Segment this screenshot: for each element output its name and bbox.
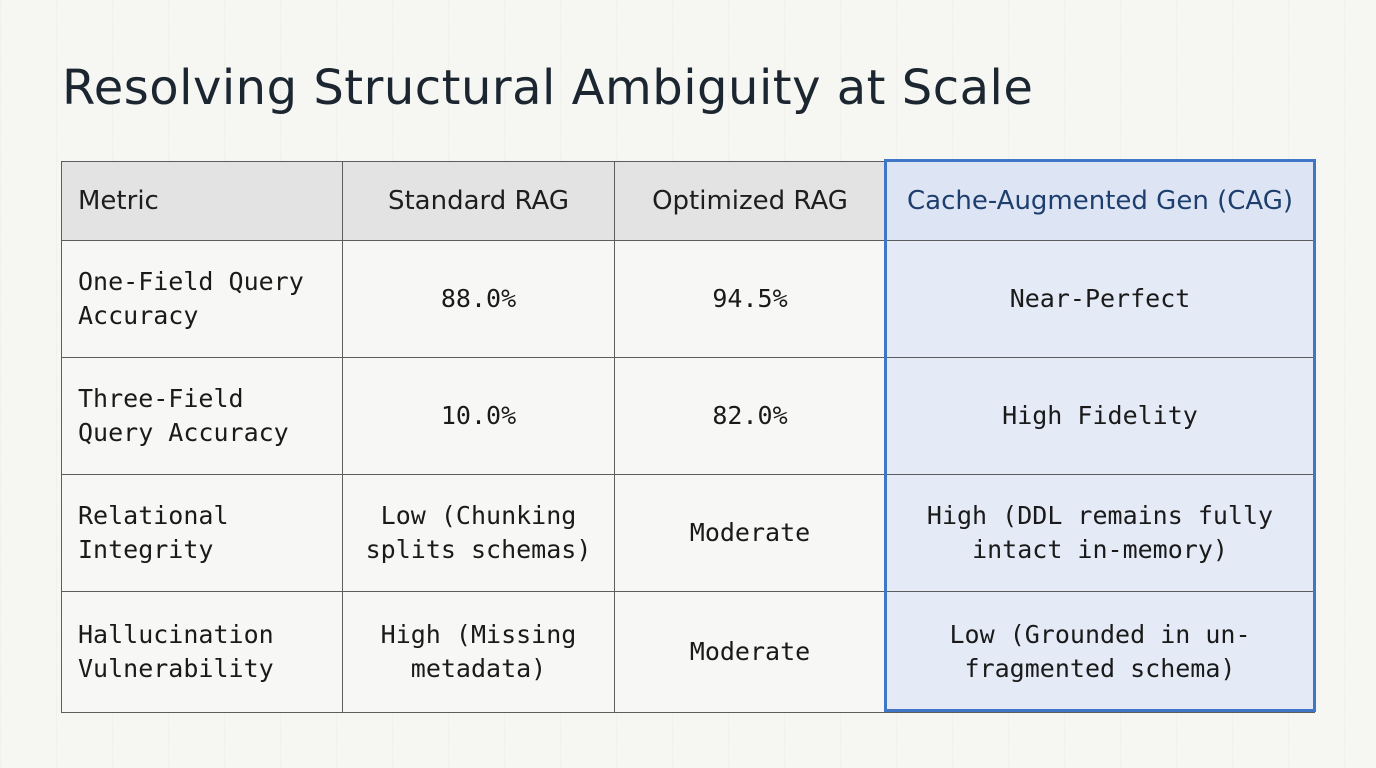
table-row: One-Field Query Accuracy 88.0% 94.5% Nea… [61, 240, 1315, 358]
header-cag: Cache-Augmented Gen (CAG) [885, 161, 1315, 241]
cag-cell: High Fidelity [885, 357, 1315, 475]
metric-label: Relational Integrity [78, 501, 229, 564]
metric-label: One-Field Query Accuracy [78, 267, 304, 330]
header-optimized-rag: Optimized RAG [614, 161, 886, 241]
table-row: Relational Integrity Low (Chunking split… [61, 474, 1315, 592]
header-metric: Metric [61, 161, 343, 241]
standard-rag-cell: 10.0% [342, 357, 615, 475]
table-row: Hallucination Vulnerability High (Missin… [61, 591, 1315, 713]
comparison-table: Metric Standard RAG Optimized RAG Cache-… [61, 161, 1315, 713]
page-title: Resolving Structural Ambiguity at Scale [62, 60, 1034, 116]
cag-cell: Low (Grounded in un-fragmented schema) [885, 591, 1315, 713]
cag-text: Low (Grounded in un-fragmented schema) [949, 620, 1251, 683]
standard-rag-text: High (Missing metadata) [380, 620, 577, 683]
standard-rag-text: Low (Chunking splits schemas) [365, 501, 592, 564]
standard-rag-cell: Low (Chunking splits schemas) [342, 474, 615, 592]
optimized-rag-cell: Moderate [614, 474, 886, 592]
table-row: Three-Field Query Accuracy 10.0% 82.0% H… [61, 357, 1315, 475]
metric-cell: Relational Integrity [61, 474, 343, 592]
optimized-rag-cell: 82.0% [614, 357, 886, 475]
optimized-rag-cell: 94.5% [614, 240, 886, 358]
standard-rag-cell: High (Missing metadata) [342, 591, 615, 713]
metric-cell: Three-Field Query Accuracy [61, 357, 343, 475]
cag-text: High (DDL remains fully intact in-memory… [926, 501, 1274, 564]
standard-rag-cell: 88.0% [342, 240, 615, 358]
metric-label: Three-Field Query Accuracy [78, 384, 289, 447]
metric-cell: Hallucination Vulnerability [61, 591, 343, 713]
optimized-rag-cell: Moderate [614, 591, 886, 713]
cag-cell: Near-Perfect [885, 240, 1315, 358]
metric-cell: One-Field Query Accuracy [61, 240, 343, 358]
cag-cell: High (DDL remains fully intact in-memory… [885, 474, 1315, 592]
header-standard-rag: Standard RAG [342, 161, 615, 241]
metric-label: Hallucination Vulnerability [78, 620, 274, 683]
table-header-row: Metric Standard RAG Optimized RAG Cache-… [61, 161, 1315, 241]
